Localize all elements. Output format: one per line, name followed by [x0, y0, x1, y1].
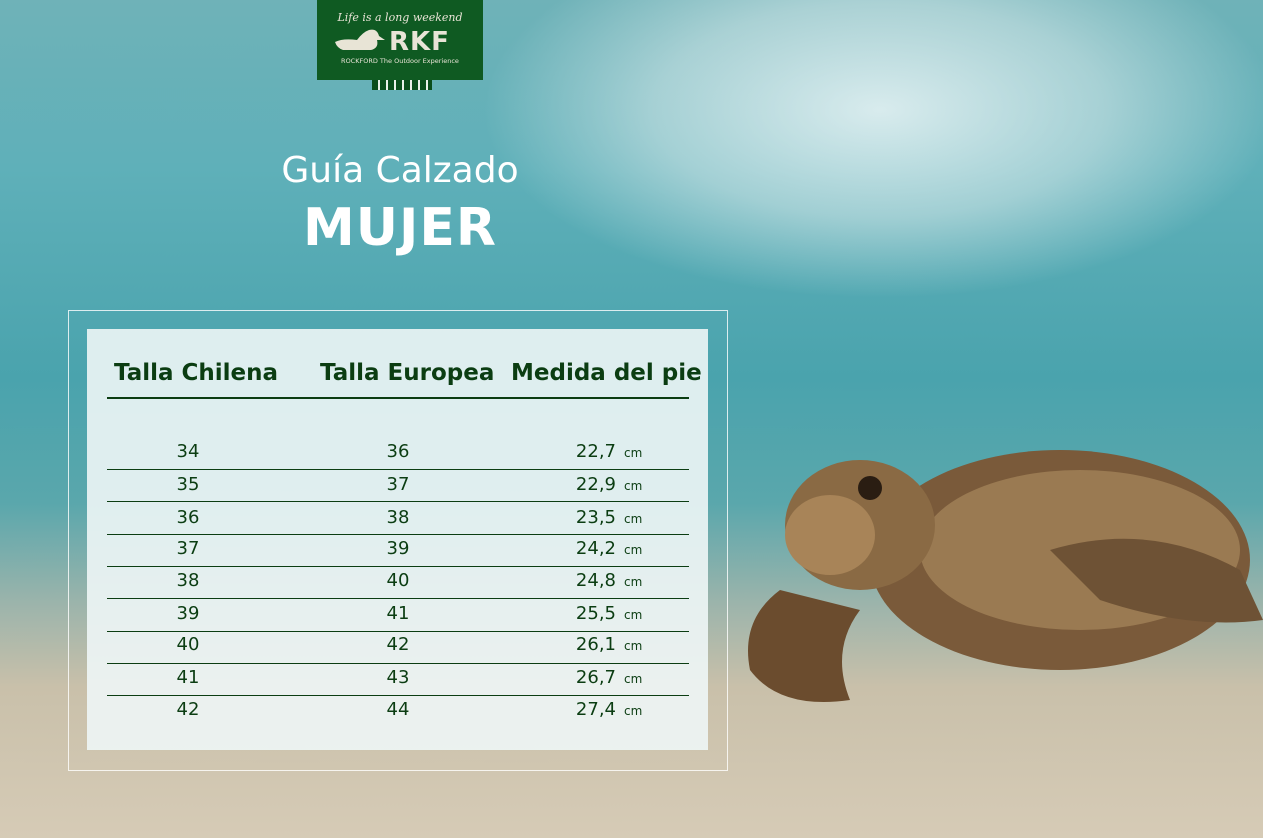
unit-label: cm: [624, 543, 643, 557]
talla-chilena-cell: 37: [176, 538, 200, 559]
table-row: 38 40 24,8 cm: [0, 570, 1263, 602]
rockford-logo[interactable]: Life is a long weekend RKF ROCKFORD The …: [317, 0, 483, 80]
talla-europea-cell: 43: [386, 667, 410, 688]
row-divider: [107, 631, 689, 632]
table-frame: [68, 310, 728, 771]
row-divider: [107, 469, 689, 470]
medida-pie-cell: 24,8: [575, 570, 616, 591]
size-table-panel: [87, 329, 708, 750]
unit-label: cm: [624, 479, 643, 493]
medida-pie-cell: 27,4: [575, 699, 616, 720]
talla-europea-cell: 38: [386, 507, 410, 528]
talla-chilena-cell: 39: [176, 603, 200, 624]
table-row: 37 39 24,2 cm: [0, 538, 1263, 570]
page-title: Guía Calzado: [281, 150, 519, 191]
header-medida-pie: Medida del pie: [511, 360, 702, 386]
talla-europea-cell: 41: [386, 603, 410, 624]
talla-europea-cell: 44: [386, 699, 410, 720]
talla-chilena-cell: 36: [176, 507, 200, 528]
medida-pie-cell: 23,5: [575, 507, 616, 528]
medida-pie-cell: 22,7: [575, 441, 616, 462]
table-row: 34 36 22,7 cm: [0, 441, 1263, 473]
talla-chilena-cell: 42: [176, 699, 200, 720]
unit-label: cm: [624, 608, 643, 622]
unit-label: cm: [624, 672, 643, 686]
logo-subtitle: ROCKFORD The Outdoor Experience: [341, 57, 459, 65]
medida-pie-cell: 24,2: [575, 538, 616, 559]
talla-chilena-cell: 34: [176, 441, 200, 462]
unit-label: cm: [624, 575, 643, 589]
medida-pie-cell: 22,9: [575, 474, 616, 495]
row-divider: [107, 598, 689, 599]
table-row: 41 43 26,7 cm: [0, 667, 1263, 699]
unit-label: cm: [624, 446, 643, 460]
medida-pie-cell: 26,1: [575, 634, 616, 655]
talla-europea-cell: 42: [386, 634, 410, 655]
table-row: 40 42 26,1 cm: [0, 634, 1263, 666]
medida-pie-cell: 25,5: [575, 603, 616, 624]
duck-icon: [335, 29, 385, 50]
row-divider: [107, 663, 689, 664]
table-row: 35 37 22,9 cm: [0, 474, 1263, 506]
table-row: 36 38 23,5 cm: [0, 507, 1263, 539]
talla-chilena-cell: 38: [176, 570, 200, 591]
header-divider: [107, 397, 689, 399]
talla-europea-cell: 40: [386, 570, 410, 591]
water-surface-light: [480, 0, 1263, 300]
logo-brand: RKF: [389, 27, 450, 57]
medida-pie-cell: 26,7: [575, 667, 616, 688]
header-talla-chilena: Talla Chilena: [114, 360, 279, 386]
header-talla-europea: Talla Europea: [320, 360, 495, 386]
unit-label: cm: [624, 704, 643, 718]
row-divider: [107, 695, 689, 696]
row-divider: [107, 566, 689, 567]
talla-europea-cell: 37: [386, 474, 410, 495]
unit-label: cm: [624, 639, 643, 653]
logo-stripe: [372, 80, 432, 90]
sea-turtle-image: [748, 450, 1263, 702]
talla-chilena-cell: 40: [176, 634, 200, 655]
talla-europea-cell: 39: [386, 538, 410, 559]
talla-chilena-cell: 41: [176, 667, 200, 688]
logo-tagline: Life is a long weekend: [337, 11, 463, 24]
talla-europea-cell: 36: [386, 441, 410, 462]
talla-chilena-cell: 35: [176, 474, 200, 495]
row-divider: [107, 534, 689, 535]
table-row: 39 41 25,5 cm: [0, 603, 1263, 635]
table-row: 42 44 27,4 cm: [0, 699, 1263, 731]
row-divider: [107, 501, 689, 502]
page-subtitle: MUJER: [303, 198, 497, 258]
unit-label: cm: [624, 512, 643, 526]
